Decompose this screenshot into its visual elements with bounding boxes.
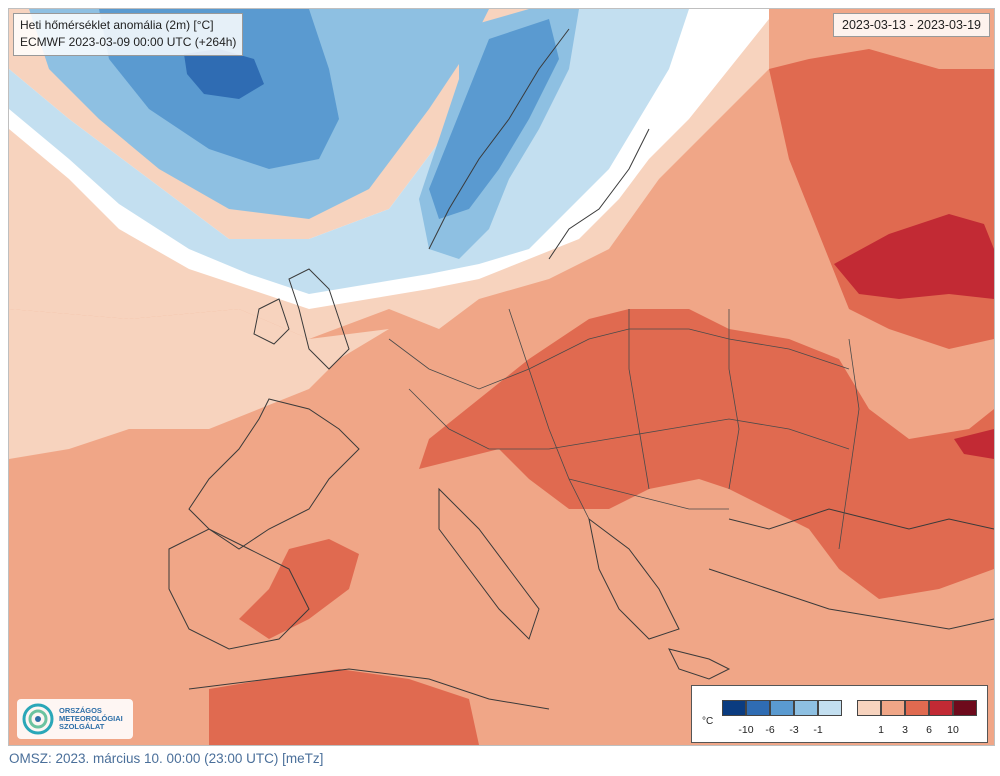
logo-text: ORSZÁGOS METEOROLÓGIAI SZOLGÁLAT [59,707,123,731]
field-dark-red-east-edge [954,429,994,459]
date-range: 2023-03-13 - 2023-03-19 [842,18,981,32]
legend-tick-label: 3 [902,724,908,736]
map-title-box: Heti hőmérséklet anomália (2m) [°C] ECMW… [13,13,244,56]
legend-swatch-cold [770,700,794,716]
logo-line: ORSZÁGOS [59,706,102,715]
legend-swatch-warm [857,700,881,716]
legend-tick-label: 6 [926,724,932,736]
coastlines [168,28,994,710]
legend-swatch-cold [794,700,818,716]
country-borders [388,308,860,550]
legend-swatch-warm [929,700,953,716]
map-title: Heti hőmérséklet anomália (2m) [°C] [20,18,214,32]
legend-swatch-warm [953,700,977,716]
anomaly-map: Heti hőmérséklet anomália (2m) [°C] ECMW… [8,8,995,746]
omsz-logo: ORSZÁGOS METEOROLÓGIAI SZOLGÁLAT [17,699,133,739]
field-red-africa [209,669,479,745]
legend-tick-label: -3 [789,724,799,736]
legend-tick-label: -6 [765,724,775,736]
field-dark-blue-core [184,49,264,99]
legend-tick-label: -10 [738,724,754,736]
legend-tick-label: -1 [813,724,823,736]
legend-swatch-cold [722,700,746,716]
legend-swatch-warm [881,700,905,716]
legend: °C -10 -6 -3 -1 1 3 6 10 [691,685,988,743]
map-subtitle: ECMWF 2023-03-09 00:00 UTC (+264h) [20,35,237,49]
logo-line: METEOROLÓGIAI [59,714,123,723]
legend-tick-label: 10 [947,724,959,736]
logo-line: SZOLGÁLAT [59,722,105,731]
omsz-logo-swirl-icon [22,703,54,735]
field-red-central [419,309,994,599]
date-range-box: 2023-03-13 - 2023-03-19 [833,13,990,37]
map-canvas [9,9,994,745]
field-medium-blue-norway [429,19,559,219]
field-dark-red-russia [834,214,994,299]
legend-tick-label: 1 [878,724,884,736]
legend-unit: °C [702,716,714,727]
legend-swatch-warm [905,700,929,716]
field-light-warm-atlantic-south [9,309,389,459]
legend-swatch-cold [746,700,770,716]
legend-swatch-cold [818,700,842,716]
footer-timestamp: OMSZ: 2023. március 10. 00:00 (23:00 UTC… [9,751,324,766]
